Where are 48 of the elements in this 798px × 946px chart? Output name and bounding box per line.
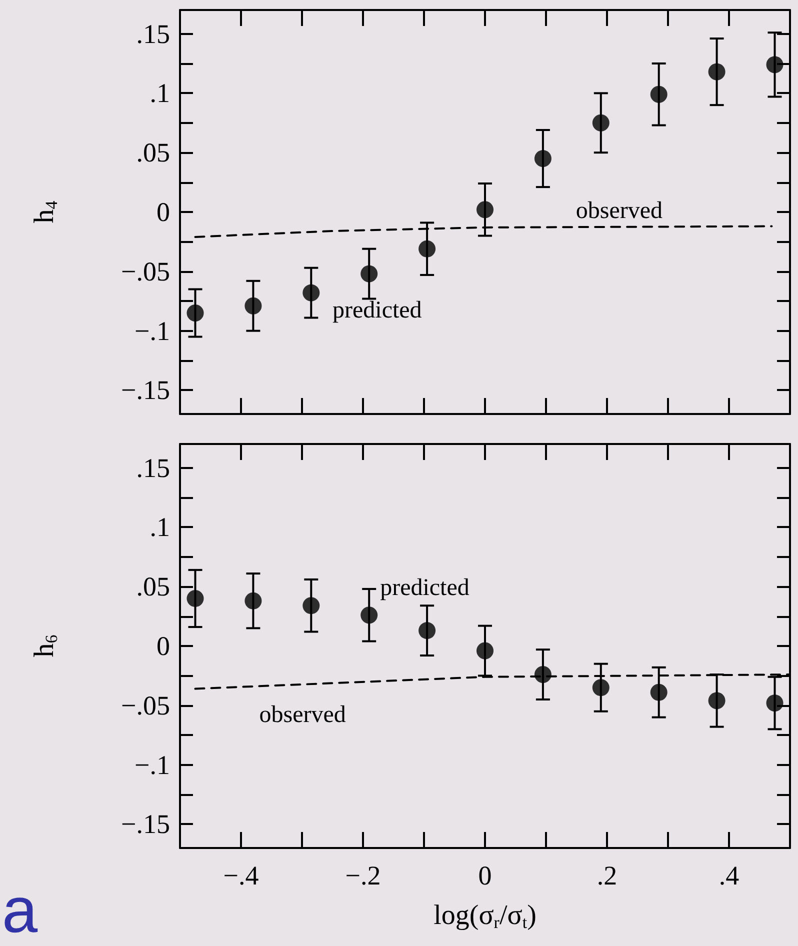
point: [360, 606, 378, 624]
series-label: predicted: [380, 574, 470, 601]
point: [534, 666, 552, 684]
text: a: [2, 874, 38, 946]
y-tick-label: −.15: [121, 375, 170, 406]
point: [708, 692, 726, 710]
x-tick-label: .4: [718, 860, 740, 890]
series-label: observed: [576, 198, 663, 224]
y-axis-title: h4: [29, 200, 61, 224]
point: [360, 265, 378, 282]
point: [708, 63, 726, 80]
point: [592, 679, 610, 696]
point: [476, 642, 494, 660]
x-tick-label: .2: [596, 860, 618, 890]
y-tick-label: .1: [150, 512, 170, 542]
y-tick-label: −.05: [121, 690, 170, 720]
point: [418, 240, 436, 258]
x-tick-label: −.2: [345, 860, 381, 890]
point: [302, 597, 320, 614]
x-tick-label: 0: [478, 860, 492, 890]
y-tick-label: .1: [150, 78, 170, 108]
x-tick-label: −.4: [223, 860, 260, 890]
series-label: predicted: [332, 298, 422, 324]
point: [650, 684, 668, 701]
y-tick-label: .05: [136, 138, 170, 168]
point: [418, 622, 436, 640]
y-tick-label: −.1: [134, 316, 170, 346]
y-tick-label: −.15: [121, 809, 170, 840]
point: [534, 150, 552, 168]
point: [302, 284, 320, 302]
y-axis-title: h6: [29, 634, 61, 658]
point: [766, 56, 784, 74]
point: [244, 592, 262, 610]
point: [592, 114, 610, 132]
y-tick-label: −.1: [134, 750, 170, 780]
series-label: observed: [259, 702, 346, 728]
y-tick-label: −.05: [121, 256, 170, 286]
y-tick-label: .15: [136, 18, 170, 49]
y-tick-label: .15: [136, 452, 170, 483]
y-tick-label: .05: [136, 572, 170, 602]
point: [650, 86, 668, 103]
point: [186, 590, 204, 607]
point: [186, 304, 204, 322]
point: [476, 201, 494, 218]
point: [244, 297, 262, 314]
y-tick-label: 0: [156, 631, 170, 661]
point: [766, 694, 784, 712]
y-tick-label: 0: [156, 197, 170, 227]
